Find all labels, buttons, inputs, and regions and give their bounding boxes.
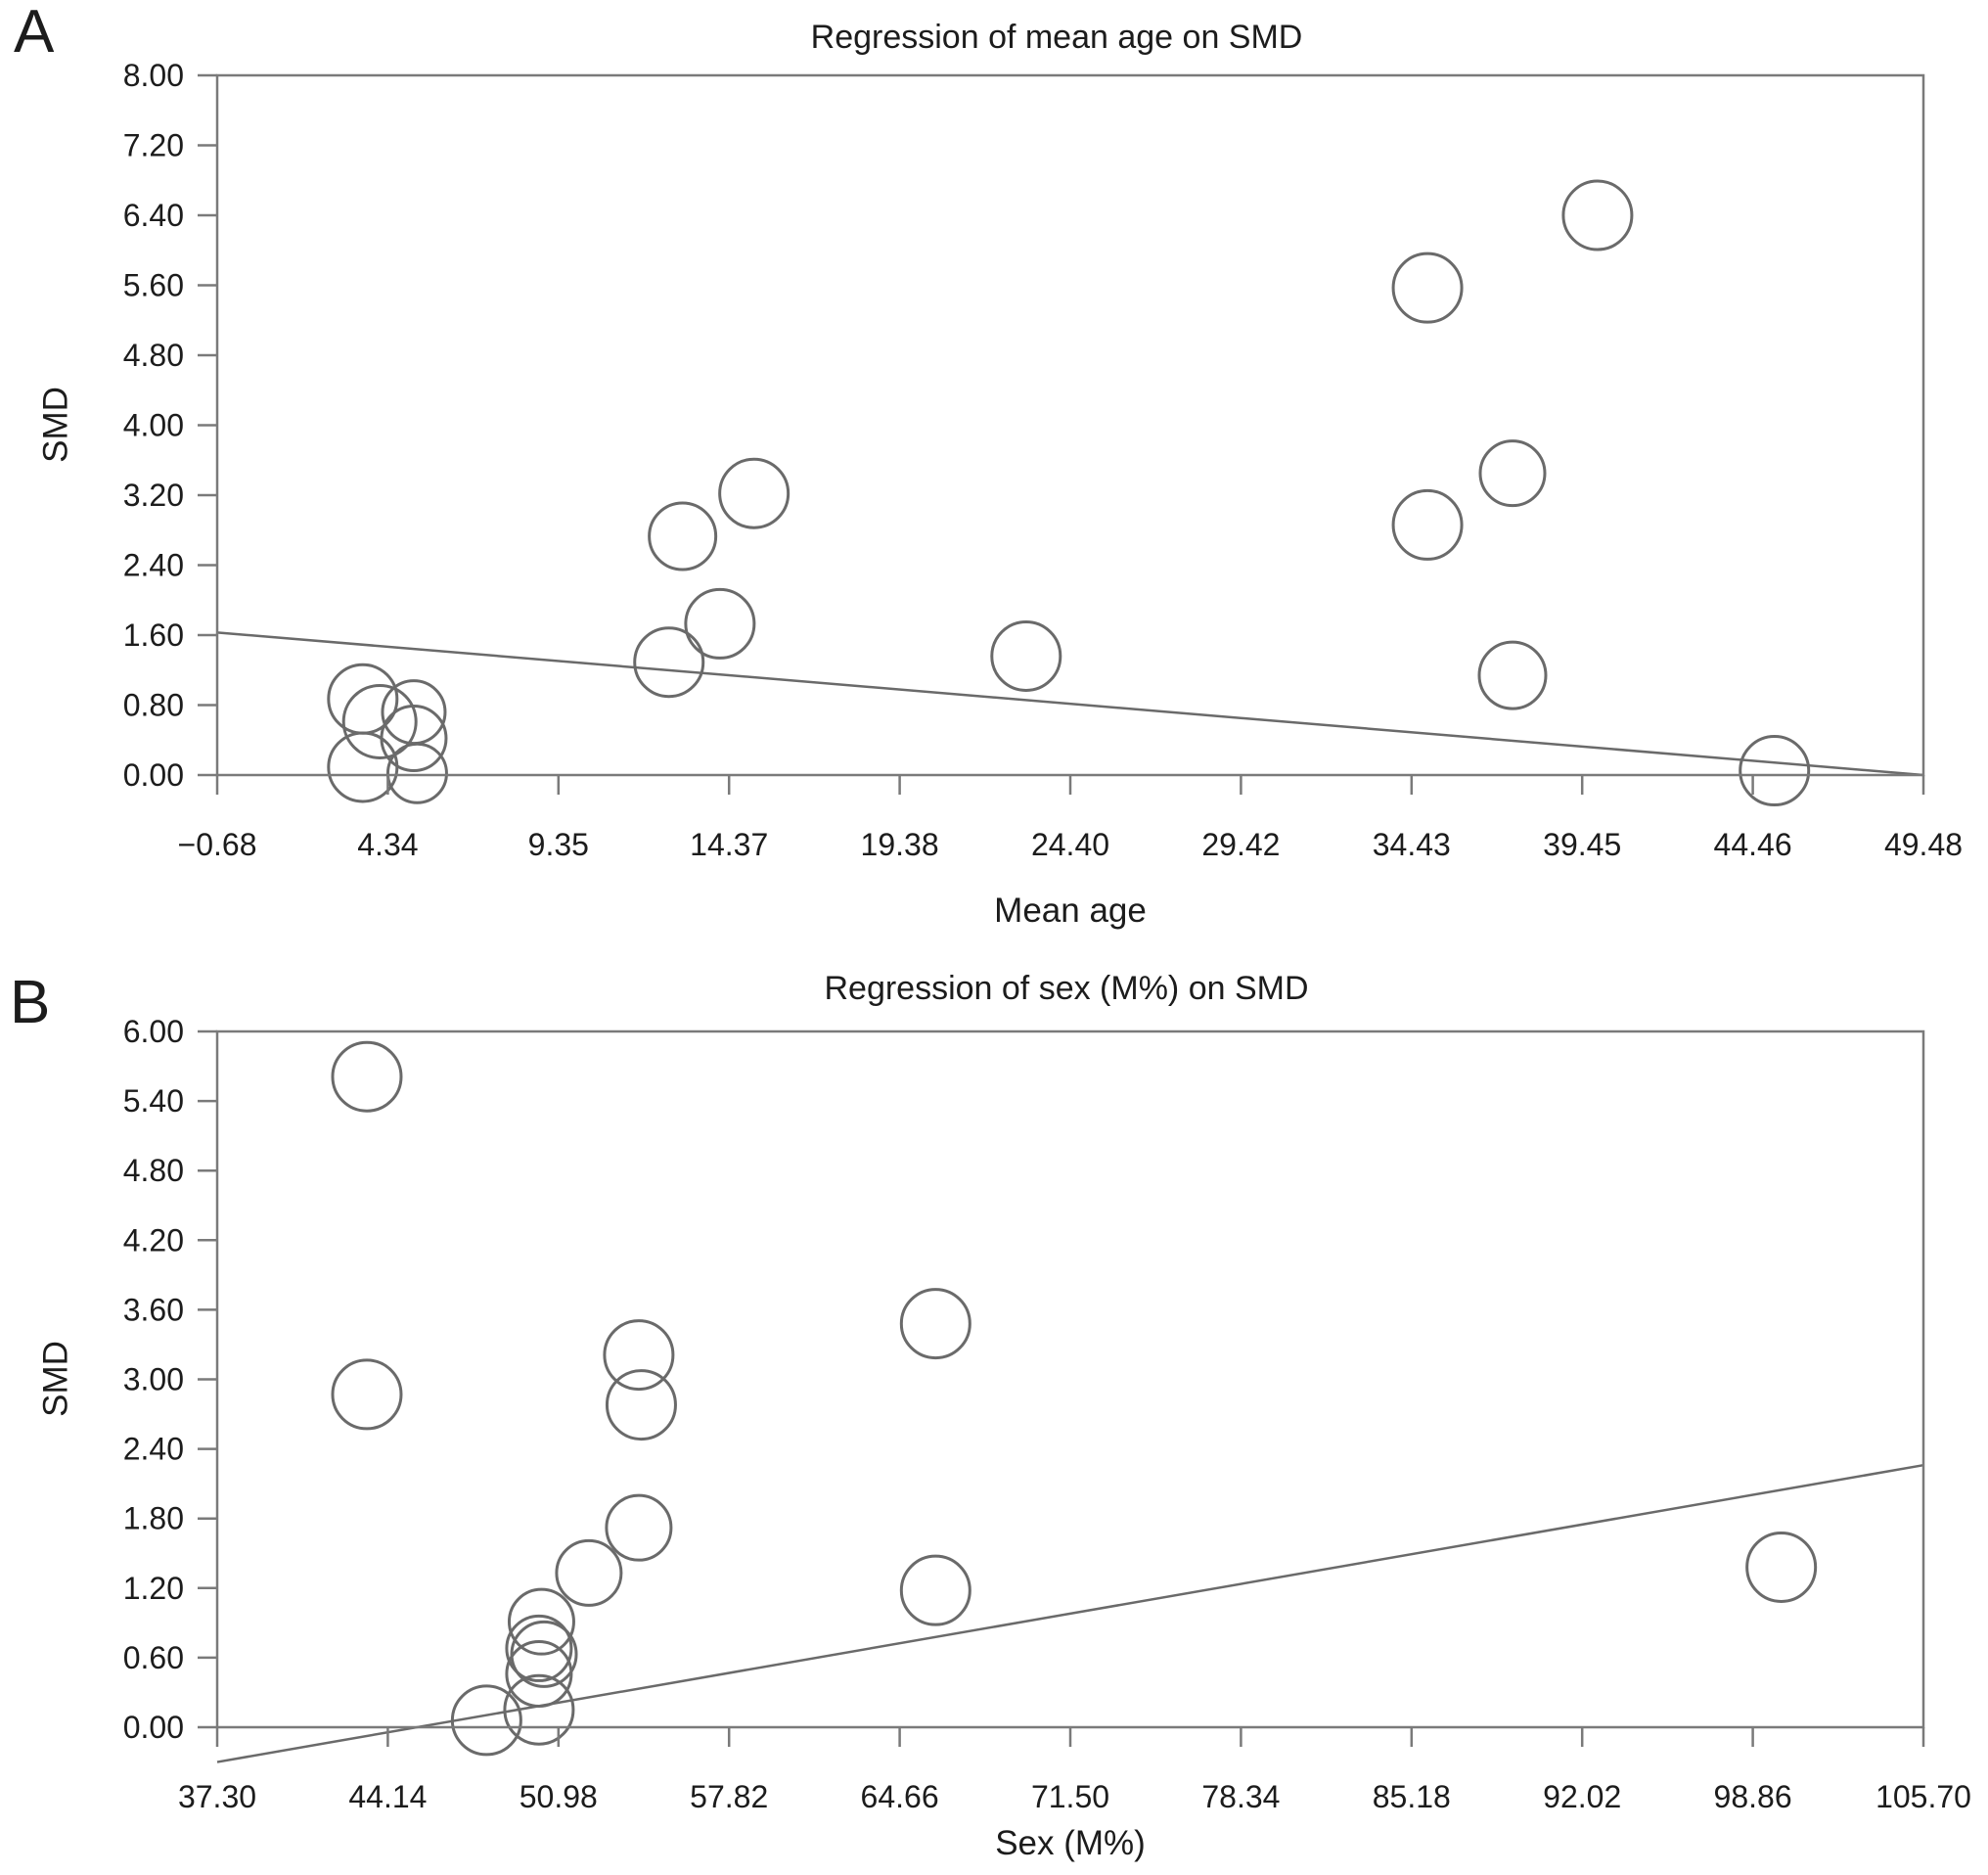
panel-a-y-tick-label: 3.20 bbox=[123, 478, 184, 513]
panel-b-bubble bbox=[505, 1639, 573, 1708]
panel-a-x-tick-label: 19.38 bbox=[861, 827, 939, 862]
panel-a-bubble bbox=[327, 731, 399, 803]
panel-b-x-tick-label: 71.50 bbox=[1031, 1779, 1109, 1814]
panel-b-bubble bbox=[899, 1554, 971, 1626]
panel-a-x-tick-label: 44.46 bbox=[1714, 827, 1792, 862]
panel-a-regression-line bbox=[216, 631, 1924, 777]
panel-b-x-tick-label: 44.14 bbox=[348, 1779, 427, 1814]
panel-b-frame bbox=[215, 1029, 1925, 1729]
panel-a-bubble bbox=[1391, 252, 1464, 324]
panel-a-y-tick-label: 8.00 bbox=[123, 58, 184, 93]
panel-b-bubble bbox=[331, 1358, 403, 1431]
panel-a-bubble bbox=[990, 619, 1062, 692]
panel-b-y-tick-label: 0.00 bbox=[123, 1710, 184, 1745]
panel-b-bubble bbox=[450, 1684, 522, 1757]
panel-a-title: Regression of mean age on SMD bbox=[810, 19, 1303, 56]
panel-b-y-tick-label: 3.00 bbox=[123, 1362, 184, 1397]
panel-a-bubble bbox=[1739, 735, 1811, 807]
panel-a-x-tick-label: 49.48 bbox=[1884, 827, 1963, 862]
panel-b-bubble bbox=[505, 1614, 573, 1682]
panel-a-y-tick-label: 4.00 bbox=[123, 408, 184, 443]
panel-b-y-tick-label: 6.00 bbox=[123, 1014, 184, 1049]
panel-b-y-tick-label: 3.60 bbox=[123, 1292, 184, 1327]
panel-a-x-tick-label: 34.43 bbox=[1373, 827, 1451, 862]
panel-a-y-axis-title: SMD bbox=[36, 387, 75, 463]
panel-b-bubble bbox=[605, 1369, 677, 1441]
panel-a-y-tick-label: 1.60 bbox=[123, 617, 184, 653]
panel-a-letter: A bbox=[14, 0, 55, 66]
panel-b-regression-line bbox=[216, 1463, 1924, 1763]
panel-a-y-tick-label: 4.80 bbox=[123, 338, 184, 373]
panel-a-x-axis-title: Mean age bbox=[994, 892, 1147, 930]
panel-b-x-tick-label: 98.86 bbox=[1714, 1779, 1792, 1814]
panel-b-x-tick-label: 50.98 bbox=[520, 1779, 598, 1814]
panel-b-bubble bbox=[555, 1538, 623, 1607]
panel-b-x-tick-label: 37.30 bbox=[178, 1779, 256, 1814]
panel-b-y-tick-label: 2.40 bbox=[123, 1432, 184, 1467]
panel-a-frame bbox=[215, 73, 1925, 777]
panel-a-x-tick-label: 9.35 bbox=[528, 827, 589, 862]
panel-a-bubble bbox=[1478, 439, 1547, 508]
panel-a-bubble bbox=[1477, 640, 1548, 710]
panel-b-y-tick-label: 4.20 bbox=[123, 1222, 184, 1258]
panel-b-x-tick-label: 85.18 bbox=[1373, 1779, 1451, 1814]
panel-a-bubble bbox=[684, 587, 756, 660]
panel-a-bubble bbox=[385, 742, 448, 804]
panel-b-y-tick-label: 1.20 bbox=[123, 1571, 184, 1606]
panel-b-x-tick-label: 64.66 bbox=[861, 1779, 939, 1814]
panel-b-y-tick-label: 5.40 bbox=[123, 1083, 184, 1119]
panel-b-letter: B bbox=[10, 969, 51, 1036]
panel-a-y-tick-label: 5.60 bbox=[123, 268, 184, 303]
panel-a-bubble bbox=[648, 501, 718, 572]
panel-b-x-tick-label: 92.02 bbox=[1543, 1779, 1621, 1814]
panel-b-bubble bbox=[331, 1040, 403, 1113]
panel-b-y-axis-title: SMD bbox=[36, 1341, 75, 1417]
panel-b-y-tick-label: 4.80 bbox=[123, 1153, 184, 1188]
panel-a-x-tick-label: 39.45 bbox=[1543, 827, 1621, 862]
panel-a-bubble bbox=[1391, 488, 1464, 561]
panel-a-x-tick-label: 29.42 bbox=[1201, 827, 1280, 862]
panel-b-x-tick-label: 105.70 bbox=[1875, 1779, 1971, 1814]
panel-a-x-tick-label: 4.34 bbox=[357, 827, 418, 862]
panel-a-plot: 8.00 7.20 6.40 5.60 4.80 4.00 3.20 2.40 1.60 0.80… bbox=[123, 58, 1963, 862]
panel-b-bubble bbox=[1745, 1531, 1818, 1603]
panel-b-y-tick-label: 0.60 bbox=[123, 1640, 184, 1675]
panel-a-x-tick-label: −0.68 bbox=[178, 827, 257, 862]
panel-a-bubble bbox=[718, 457, 791, 529]
panel-a-y-tick-label: 6.40 bbox=[123, 198, 184, 233]
panel-b-title: Regression of sex (M%) on SMD bbox=[824, 970, 1309, 1007]
panel-b-plot: 6.00 5.40 4.80 4.20 3.60 3.00 2.40 1.80 1.20 0.60… bbox=[123, 1014, 1971, 1814]
panel-b-bubble bbox=[605, 1493, 673, 1562]
panel-a-bubble bbox=[341, 683, 418, 759]
panel-a-y-tick-label: 0.00 bbox=[123, 757, 184, 793]
panel-b-x-tick-label: 78.34 bbox=[1201, 1779, 1280, 1814]
panel-a-bubble bbox=[1561, 179, 1634, 252]
panel-b-x-tick-label: 57.82 bbox=[690, 1779, 768, 1814]
panel-b-bubble bbox=[899, 1288, 971, 1360]
panel-b-bubble bbox=[507, 1587, 575, 1656]
panel-b-x-axis-title: Sex (M%) bbox=[995, 1824, 1146, 1862]
panel-a-y-tick-label: 7.20 bbox=[123, 128, 184, 163]
panel-a-x-tick-label: 14.37 bbox=[690, 827, 768, 862]
panel-a-bubble bbox=[633, 626, 705, 699]
panel-b-bubble bbox=[603, 1319, 675, 1392]
panel-b-bubble bbox=[503, 1673, 575, 1746]
panel-a-y-tick-label: 2.40 bbox=[123, 548, 184, 583]
panel-a-y-tick-label: 0.80 bbox=[123, 688, 184, 723]
panel-b-y-tick-label: 1.80 bbox=[123, 1501, 184, 1536]
panel-a-x-tick-label: 24.40 bbox=[1031, 827, 1109, 862]
